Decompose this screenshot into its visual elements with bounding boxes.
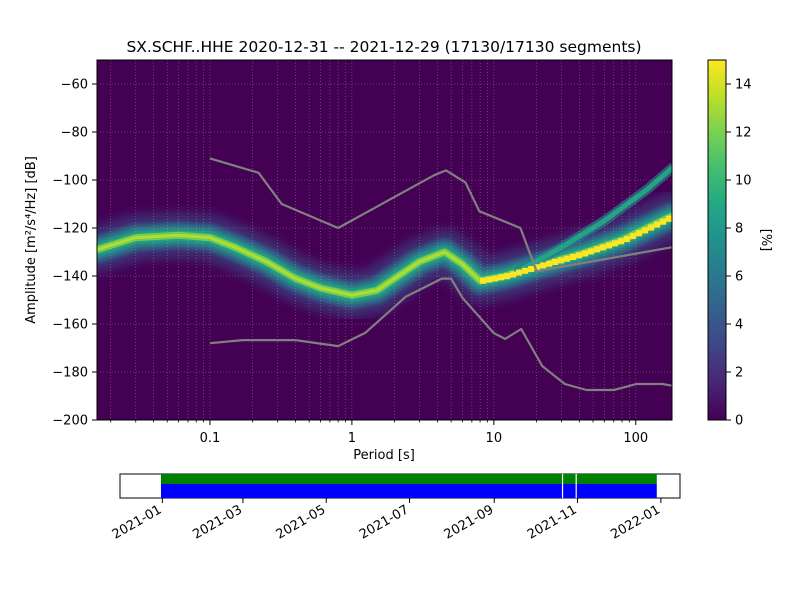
y-tick-label: −100 xyxy=(52,174,88,189)
x-tick-label: 1 xyxy=(348,431,356,446)
density-peak-cell xyxy=(480,277,487,284)
density-peak-cell xyxy=(588,248,595,255)
colorbar-tick-label: 6 xyxy=(735,270,743,285)
density-peak-cell xyxy=(666,215,672,222)
timeline-bars xyxy=(160,474,657,498)
data-available-bar xyxy=(160,474,657,484)
density-peak-cell xyxy=(636,230,643,237)
density-upper-branch xyxy=(516,165,672,274)
y-tick-label: −80 xyxy=(61,126,88,141)
colorbar-tick-label: 4 xyxy=(735,318,743,333)
density-peak-cell xyxy=(534,264,541,271)
density-peak-cell xyxy=(486,276,493,283)
density-peak-cell xyxy=(618,238,625,245)
colorbar-tick-label: 8 xyxy=(735,222,743,237)
y-tick-label: −200 xyxy=(52,414,88,429)
timeline-tick-label: 2021-11 xyxy=(525,502,580,542)
density-peak-cell xyxy=(612,240,619,247)
colorbar-ticks: 0 2 4 6 8 10 12 14 xyxy=(726,78,752,429)
x-axis: 0.1 1 10 100 xyxy=(110,420,648,446)
density-peak-cell xyxy=(660,218,667,225)
density-peak-cell xyxy=(606,242,613,249)
y-tick-label: −160 xyxy=(52,318,88,333)
y-axis: −60 −80 −100 −120 −140 −160 −180 −200 xyxy=(52,78,97,429)
timeline-tick-label: 2021-05 xyxy=(274,502,329,542)
density-peak-cells xyxy=(480,215,672,284)
density-peak-cell xyxy=(516,269,523,276)
data-gap-marker xyxy=(575,474,577,498)
timeline-tick-label: 2021-07 xyxy=(357,502,412,542)
density-peak-cell xyxy=(498,274,505,281)
density-heatmap xyxy=(97,163,672,319)
coverage-timeline: 2021-01 2021-03 2021-05 2021-07 2021-09 2021-… xyxy=(110,473,681,543)
colorbar-label: [%] xyxy=(758,229,773,252)
timeline-tick-label: 2021-09 xyxy=(442,502,497,542)
density-peak-cell xyxy=(642,227,649,234)
data-gap-marker xyxy=(561,474,564,498)
used-segments-bar xyxy=(160,484,657,498)
y-tick-label: −120 xyxy=(52,222,88,237)
colorbar-tick-label: 14 xyxy=(735,78,752,93)
density-peak-cell xyxy=(510,271,517,278)
density-peak-cell xyxy=(564,255,571,262)
density-peak-cell xyxy=(540,262,547,269)
noise-model-line xyxy=(209,157,672,273)
density-peak-cell xyxy=(594,246,601,253)
density-peak-cell xyxy=(582,250,589,257)
x-tick-label: 0.1 xyxy=(200,431,221,446)
colorbar-tick-label: 10 xyxy=(735,174,752,189)
density-peak-cell xyxy=(522,267,529,274)
colorbar: 0 2 4 6 8 10 12 14 [%] xyxy=(707,59,773,429)
x-tick-label: 10 xyxy=(486,431,503,446)
chart-title: SX.SCHF..HHE 2020-12-31 -- 2021-12-29 (1… xyxy=(126,38,641,56)
colorbar-tick-label: 2 xyxy=(735,366,743,381)
density-peak-cell xyxy=(654,221,661,228)
density-peak-cell xyxy=(546,260,553,267)
x-tick-label: 100 xyxy=(623,431,648,446)
density-peak-cell xyxy=(570,254,577,260)
colorbar-tick-label: 12 xyxy=(735,126,752,141)
y-tick-label: −60 xyxy=(61,78,88,93)
density-peak-cell xyxy=(648,224,655,231)
density-peak-cell xyxy=(492,275,499,282)
colorbar-gradient xyxy=(707,59,727,421)
density-peak-cell xyxy=(528,266,535,272)
y-tick-label: −180 xyxy=(52,366,88,381)
x-axis-label: Period [s] xyxy=(353,448,415,463)
density-peak-cell xyxy=(504,273,511,280)
noise-model-line xyxy=(209,277,672,392)
density-peak-cell xyxy=(552,259,559,265)
y-tick-label: −140 xyxy=(52,270,88,285)
plot-frame xyxy=(96,59,673,421)
timeline-ticks: 2021-01 2021-03 2021-05 2021-07 2021-09 2021-… xyxy=(110,498,663,543)
density-peak-cell xyxy=(624,236,631,242)
timeline-tick-label: 2021-03 xyxy=(190,502,245,542)
colorbar-tick-label: 0 xyxy=(735,414,743,429)
grid-lines xyxy=(97,60,672,420)
density-peak-cell xyxy=(558,257,565,264)
psd-plot: 0.1 1 10 100 −60 −80 −100 −120 −140 −160 −180 −200… xyxy=(24,59,673,463)
timeline-tick-label: 2022-01 xyxy=(608,502,663,542)
timeline-tick-label: 2021-01 xyxy=(110,502,165,542)
y-axis-label: Amplitude [m²/s⁴/Hz] [dB] xyxy=(24,156,39,324)
noise-models xyxy=(209,157,672,392)
density-peak-cell xyxy=(630,233,637,240)
density-peak-cell xyxy=(600,244,607,251)
